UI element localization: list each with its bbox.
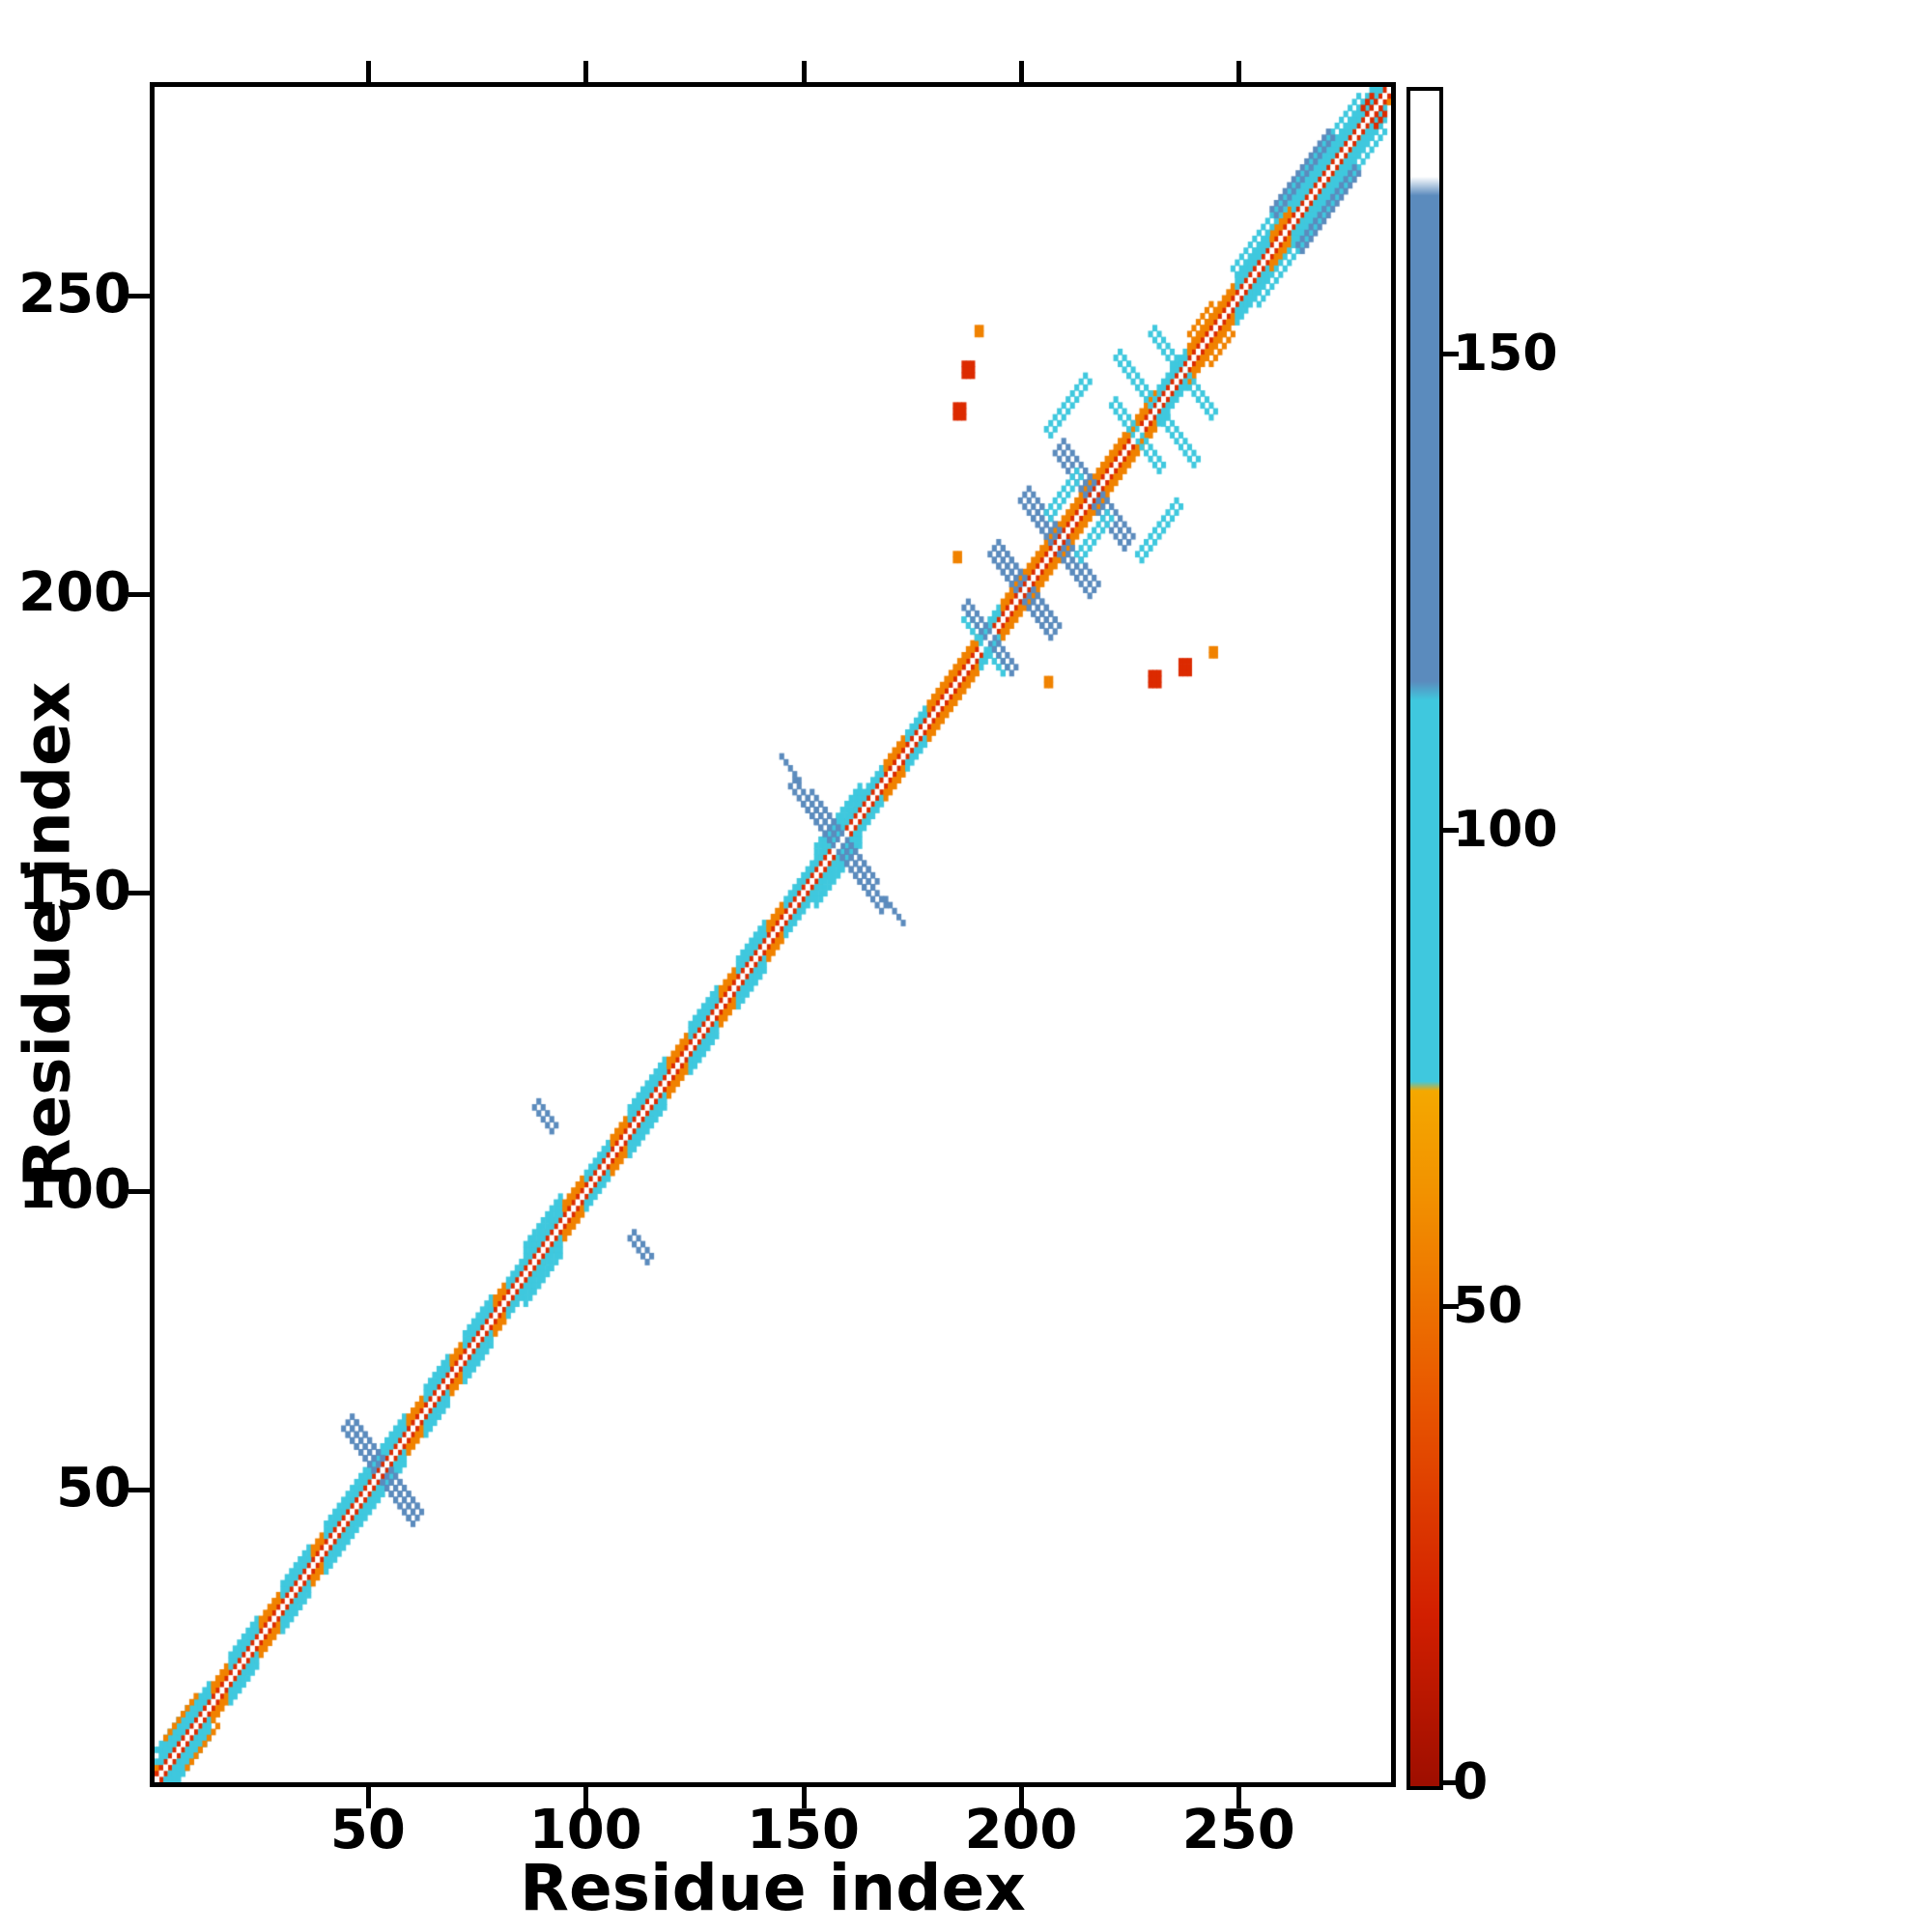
y-axis-title: Residue index (10, 681, 85, 1188)
x-tick-label: 150 (747, 1799, 860, 1861)
y-tick-mark (128, 1488, 150, 1493)
x-tick-mark (583, 1787, 589, 1808)
x-tick-mark (365, 1787, 371, 1808)
y-tick-label: 200 (18, 561, 131, 625)
x-tick-mark (1236, 1787, 1242, 1808)
y-tick-label: 100 (18, 1158, 131, 1222)
y-tick-mark (128, 592, 150, 598)
x-tick-label: 200 (964, 1799, 1078, 1861)
colorbar-tick-label: 150 (1453, 325, 1558, 384)
x-tick-mark-top (1236, 61, 1242, 82)
contact-map-canvas (155, 87, 1391, 1782)
y-tick-label: 150 (18, 860, 131, 923)
y-tick-label: 250 (18, 263, 131, 327)
x-tick-mark (801, 1787, 807, 1808)
x-tick-mark-top (801, 61, 807, 82)
y-tick-mark (128, 294, 150, 299)
colorbar-tick-label: 50 (1453, 1277, 1523, 1336)
colorbar (1406, 87, 1443, 1790)
y-tick-mark (128, 1189, 150, 1195)
y-tick-mark (128, 891, 150, 896)
y-tick-label: 50 (56, 1457, 131, 1520)
x-tick-mark (1018, 1787, 1024, 1808)
colorbar-tick-label: 0 (1453, 1753, 1489, 1811)
colorbar-tick-label: 100 (1453, 801, 1558, 860)
colorbar-tick-mark (1443, 352, 1459, 357)
x-tick-label: 250 (1181, 1799, 1295, 1861)
colorbar-tick-mark (1443, 828, 1459, 834)
colorbar-tick-mark (1443, 1304, 1459, 1310)
x-tick-label: 50 (329, 1799, 406, 1861)
x-tick-mark-top (365, 61, 371, 82)
x-tick-mark-top (1018, 61, 1024, 82)
x-axis-title: Residue index (520, 1851, 1026, 1925)
x-tick-mark-top (583, 61, 589, 82)
colorbar-tick-mark (1443, 1780, 1459, 1785)
x-tick-label: 100 (528, 1799, 642, 1861)
